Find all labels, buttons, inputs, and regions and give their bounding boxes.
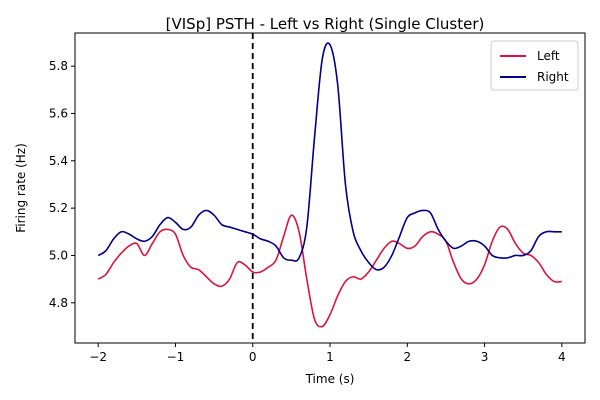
x-axis-label: Time (s)	[305, 372, 355, 386]
x-tick-label: 4	[558, 350, 566, 364]
y-tick-label: 5.6	[49, 106, 68, 120]
chart-title: [VISp] PSTH - Left vs Right (Single Clus…	[166, 15, 485, 33]
x-tick-label: −1	[167, 350, 185, 364]
y-tick-label: 5.8	[49, 59, 68, 73]
y-tick-label: 5.0	[49, 248, 68, 262]
legend-label-left: Left	[537, 49, 560, 63]
x-axis: −2 −1 0 1 2 3 4	[89, 343, 566, 364]
y-axis: 4.8 5.0 5.2 5.4 5.6 5.8	[49, 59, 75, 310]
x-tick-label: 1	[326, 350, 334, 364]
series-group	[97, 42, 562, 328]
x-tick-label: 2	[403, 350, 411, 364]
y-axis-label: Firing rate (Hz)	[14, 143, 28, 233]
y-tick-label: 5.4	[49, 154, 68, 168]
y-tick-label: 4.8	[49, 296, 68, 310]
x-tick-label: 0	[249, 350, 257, 364]
legend-label-right: Right	[537, 70, 569, 84]
x-tick-label: −2	[89, 350, 107, 364]
legend: Left Right	[490, 40, 579, 91]
y-tick-label: 5.2	[49, 201, 68, 215]
x-tick-label: 3	[481, 350, 489, 364]
series-line-right	[97, 42, 562, 271]
series-line-left	[97, 214, 562, 328]
